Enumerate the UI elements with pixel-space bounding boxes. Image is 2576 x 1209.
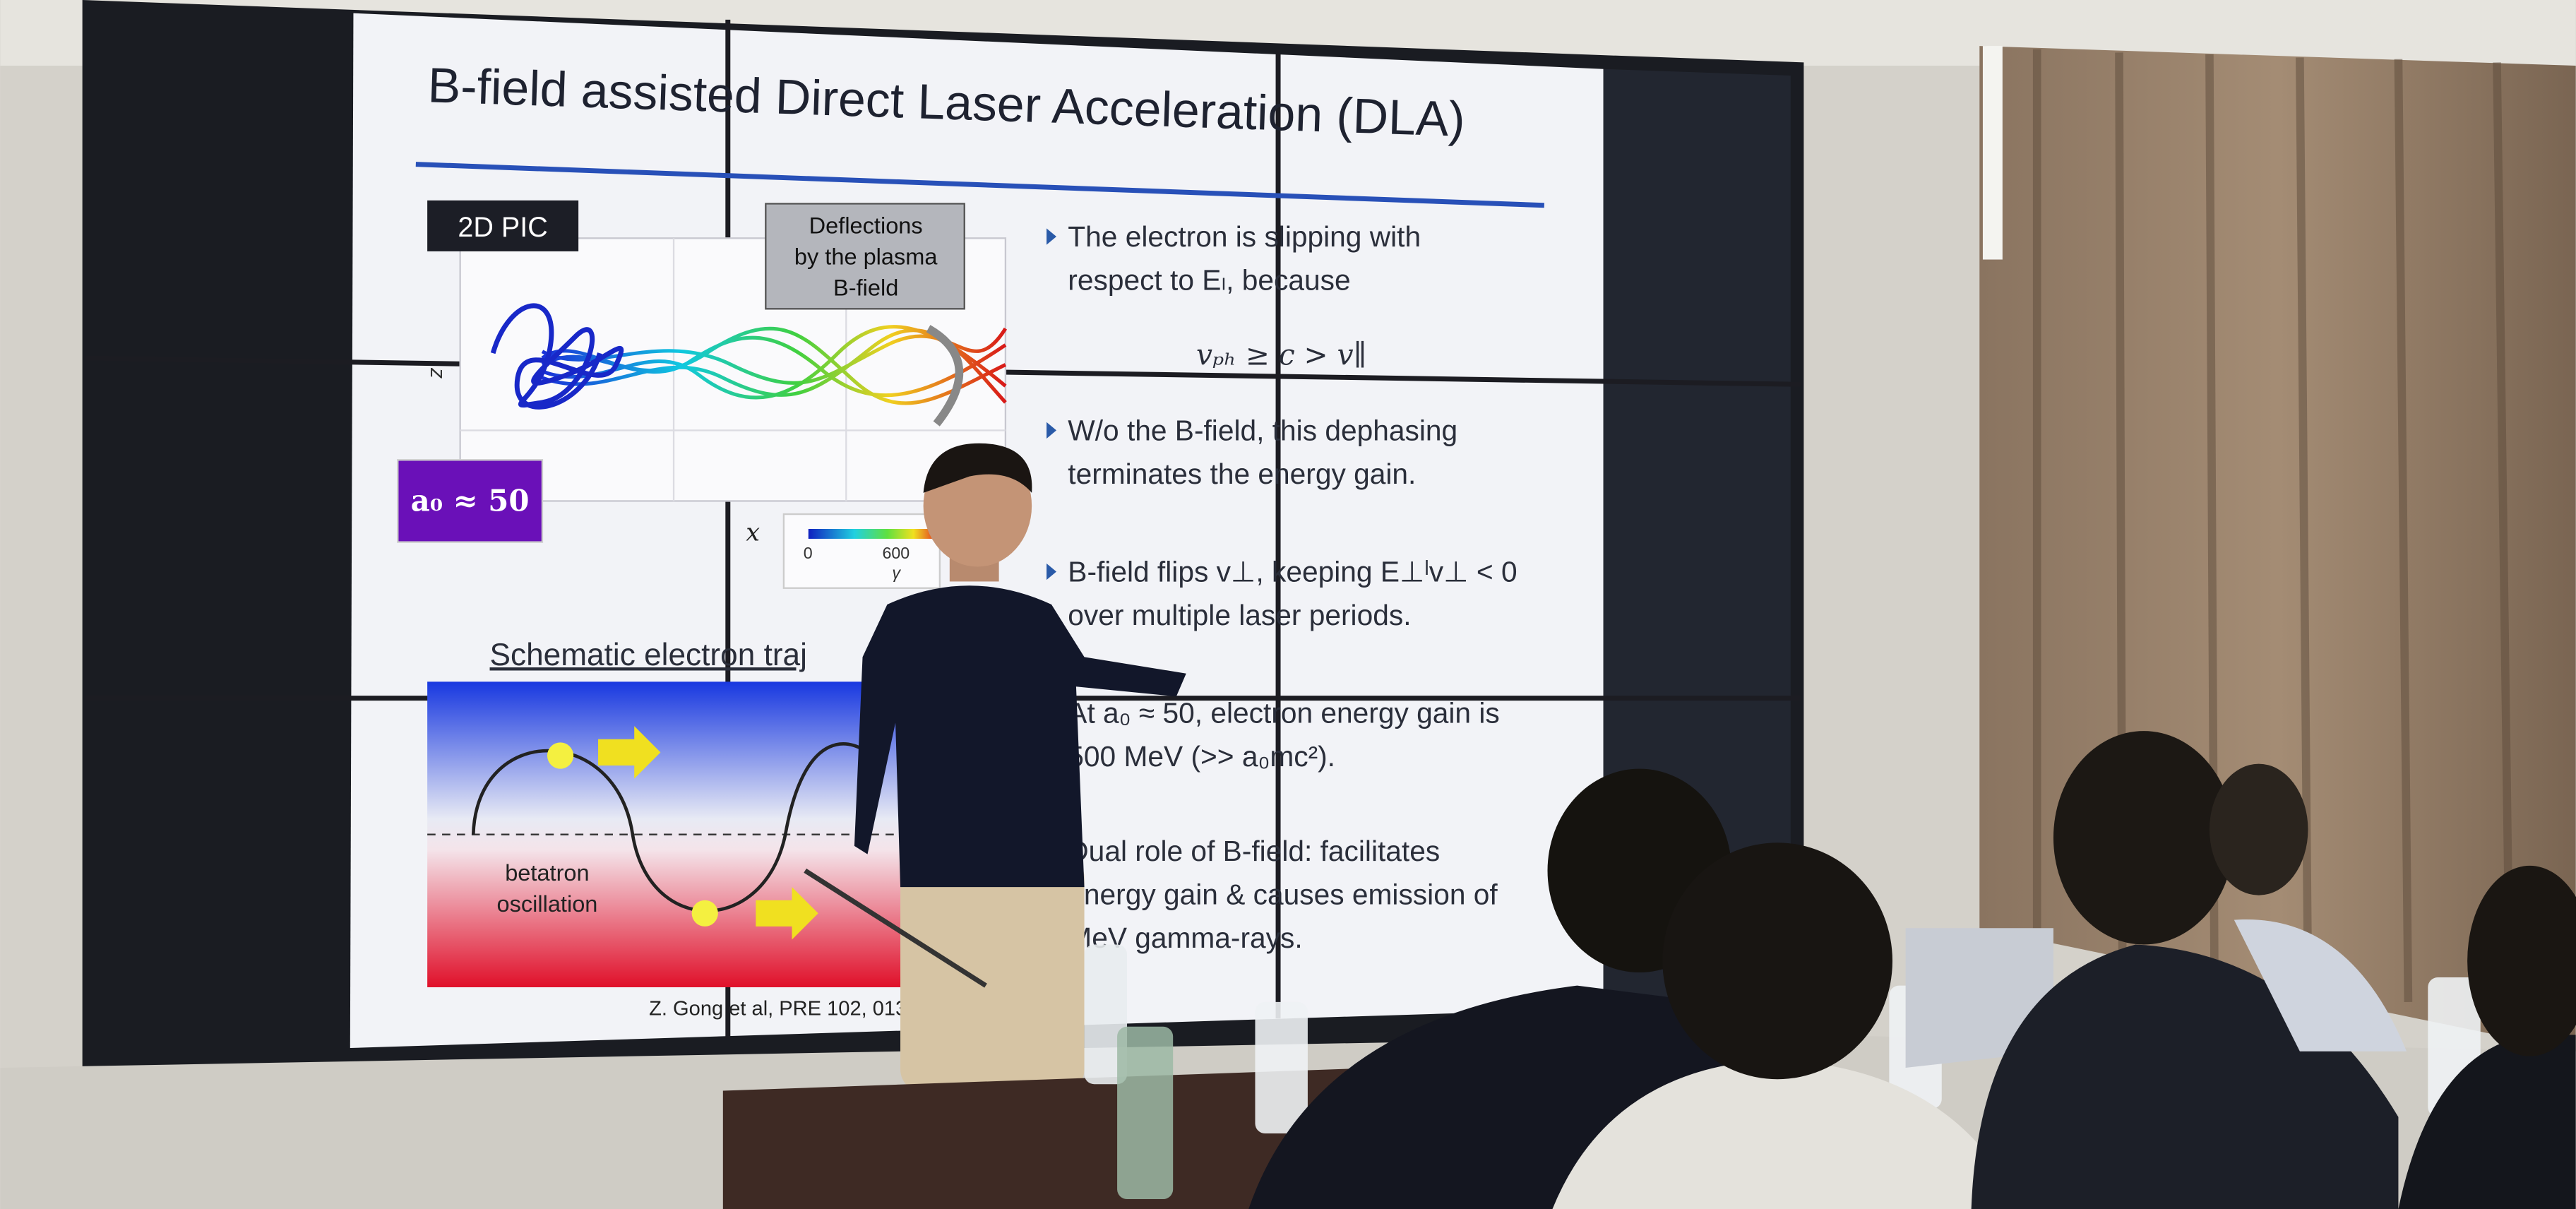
bullet-marker	[1046, 422, 1057, 439]
callout-line: by the plasma	[794, 244, 938, 270]
trajectory-tangle	[490, 303, 624, 410]
bottle	[1117, 1026, 1174, 1200]
bullet-text: energy gain & causes emission of	[1068, 879, 1498, 911]
bullet-text: respect to Eₗ, because	[1068, 264, 1350, 297]
schematic-caption: betatron	[505, 860, 589, 886]
head	[2209, 763, 2308, 895]
head	[2467, 865, 2576, 1056]
figure-label: 2D PIC	[458, 212, 547, 243]
head	[1662, 842, 1892, 1080]
bottle	[1084, 944, 1128, 1085]
colorbar-label: γ	[892, 564, 901, 582]
person	[2398, 1035, 2576, 1209]
bullet-marker	[1046, 228, 1057, 245]
bullet-text: The electron is slipping with	[1068, 220, 1421, 253]
curtain-folds	[2032, 49, 2515, 1019]
callout-line: B-field	[833, 275, 898, 301]
bullet-text: W/o the B-field, this dephasing	[1068, 414, 1457, 446]
emission-star	[547, 742, 574, 769]
deflection-arrow	[926, 325, 964, 427]
x-axis-label: x	[746, 518, 760, 547]
bullet-text: 500 MeV (>> a₀mc²).	[1068, 740, 1335, 773]
bullet-list: The electron is slipping with respect to …	[1046, 220, 1517, 954]
colorbar-tick: 600	[882, 544, 910, 562]
arrow-icon	[598, 726, 661, 779]
title-rule	[415, 162, 1544, 208]
bottle	[1255, 1001, 1308, 1133]
presenter	[804, 443, 1186, 1092]
trousers	[900, 854, 1085, 1092]
emission-star	[691, 900, 718, 927]
audience	[1248, 731, 2576, 1209]
label-box	[427, 200, 579, 251]
head	[2053, 731, 2234, 945]
formula: vₚₕ ≥ c > v∥	[1196, 338, 1366, 371]
bullet-text: over multiple laser periods.	[1068, 599, 1411, 631]
callout-line: Deflections	[809, 213, 923, 238]
schematic-caption: oscillation	[496, 891, 597, 917]
bullet-text: Dual role of B-field: facilitates	[1068, 835, 1440, 867]
colorbar	[808, 529, 940, 539]
desk	[722, 1067, 1381, 1209]
bullet-text: terminates the energy gain.	[1068, 458, 1416, 490]
person	[1552, 1059, 2021, 1209]
colorbar-tick: 0	[804, 544, 813, 562]
shirt	[854, 585, 1186, 888]
a0-label: a₀ ≈ 50	[411, 483, 530, 518]
bullet-marker	[1046, 563, 1057, 580]
callout-box	[765, 203, 965, 310]
betatron-path	[471, 742, 872, 913]
citation: Z. Gong et al, PRE 102, 013	[649, 998, 907, 1020]
colorbar-frame	[782, 513, 941, 589]
pointer	[804, 868, 987, 988]
z-axis-label: z	[426, 367, 449, 379]
a0-box	[397, 459, 544, 543]
person	[2234, 919, 2407, 1052]
schematic-title: Schematic electron traj	[490, 638, 807, 672]
hair	[923, 443, 1032, 493]
bullet-text: B-field flips v⊥, keeping E⊥ˡv⊥ < 0	[1068, 555, 1517, 588]
bullet-text: At a₀ ≈ 50, electron energy gain is	[1068, 696, 1499, 729]
window-gap	[1982, 46, 2003, 260]
